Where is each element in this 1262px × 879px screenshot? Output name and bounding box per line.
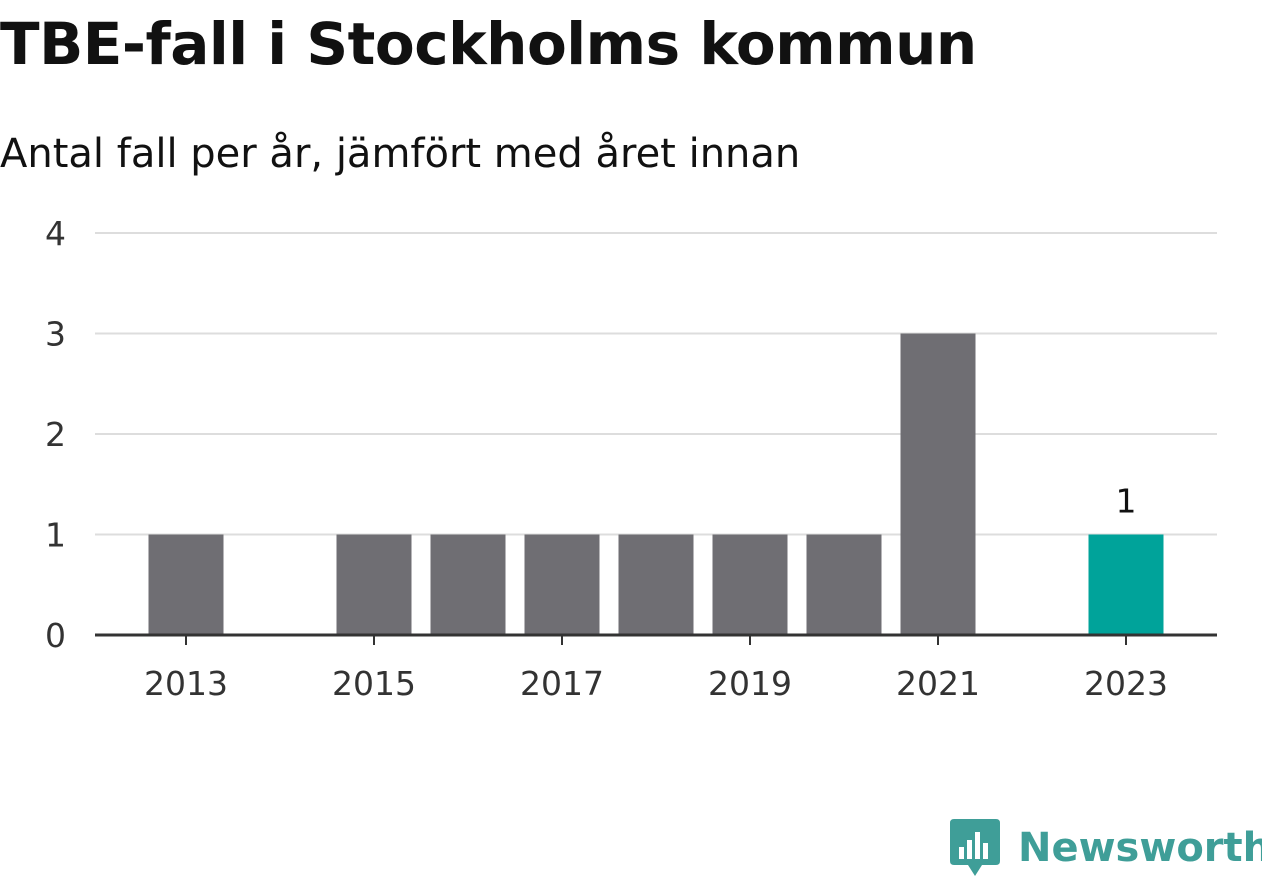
data-label: 1 [1116,482,1137,521]
bar-2017 [524,534,600,635]
newsworthy-logo: Newsworthy [950,818,1262,878]
x-tick-label: 2017 [520,664,604,703]
y-tick-label: 3 [45,315,66,354]
x-tick-label: 2015 [332,664,416,703]
bar-2016 [430,534,506,635]
bar-2013 [148,534,224,635]
y-tick-label: 2 [45,415,66,454]
y-tick-label: 4 [45,214,66,253]
chart-subtitle: Antal fall per år, jämfört med året inna… [0,131,801,177]
bar-chart-speech-bubble-icon [950,819,1000,876]
brand-name: Newsworthy [1018,825,1262,871]
y-tick-label: 1 [45,516,66,555]
bar-2015 [336,534,412,635]
x-tick-label: 2013 [144,664,228,703]
y-tick-label: 0 [45,616,66,655]
chart-title: TBE-fall i Stockholms kommun [0,10,977,78]
bar-2021 [900,333,976,635]
bar-2019 [712,534,788,635]
x-tick-label: 2021 [896,664,980,703]
bar-2020 [806,534,882,635]
x-tick-label: 2023 [1084,664,1168,703]
x-tick-label: 2019 [708,664,792,703]
bar-2023 [1088,534,1164,635]
bar-2018 [618,534,694,635]
